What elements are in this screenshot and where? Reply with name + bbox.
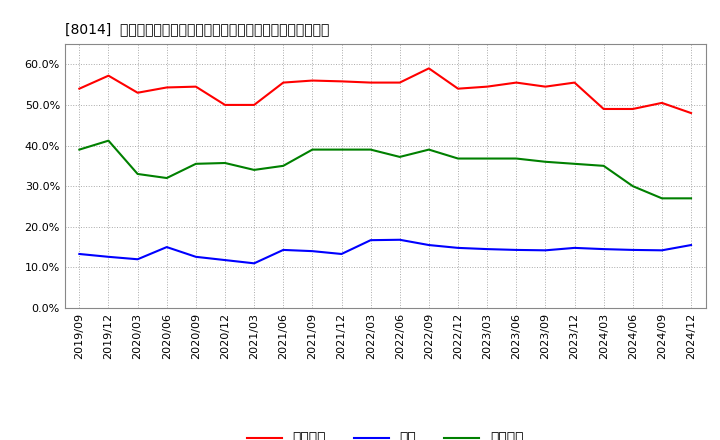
在庫 — [192, 254, 200, 260]
在庫 — [599, 246, 608, 252]
買入債務 — [75, 147, 84, 152]
在庫 — [657, 248, 666, 253]
買入債務 — [541, 159, 550, 165]
売上債権 — [570, 80, 579, 85]
買入債務 — [250, 167, 258, 172]
売上債権 — [512, 80, 521, 85]
売上債権 — [687, 110, 696, 116]
在庫 — [512, 247, 521, 253]
買入債務 — [512, 156, 521, 161]
買入債務 — [483, 156, 492, 161]
買入債務 — [133, 171, 142, 176]
売上債権 — [104, 73, 113, 78]
在庫 — [425, 242, 433, 248]
買入債務 — [308, 147, 317, 152]
在庫 — [337, 251, 346, 257]
買入債務 — [395, 154, 404, 160]
在庫 — [629, 247, 637, 253]
在庫 — [104, 254, 113, 260]
Line: 在庫: 在庫 — [79, 240, 691, 263]
在庫 — [75, 251, 84, 257]
売上債権 — [75, 86, 84, 92]
在庫 — [541, 248, 550, 253]
売上債権 — [366, 80, 375, 85]
在庫 — [687, 242, 696, 248]
在庫 — [483, 246, 492, 252]
売上債権 — [425, 66, 433, 71]
買入債務 — [599, 163, 608, 169]
売上債権 — [599, 106, 608, 112]
買入債務 — [366, 147, 375, 152]
買入債務 — [454, 156, 462, 161]
売上債権 — [279, 80, 287, 85]
買入債務 — [163, 176, 171, 181]
在庫 — [279, 247, 287, 253]
売上債権 — [220, 102, 229, 107]
売上債権 — [483, 84, 492, 89]
売上債権 — [629, 106, 637, 112]
買入債務 — [629, 183, 637, 189]
買入債務 — [687, 196, 696, 201]
Line: 買入債務: 買入債務 — [79, 141, 691, 198]
買入債務 — [570, 161, 579, 166]
買入債務 — [192, 161, 200, 166]
買入債務 — [279, 163, 287, 169]
買入債務 — [425, 147, 433, 152]
売上債権 — [395, 80, 404, 85]
Text: [8014]  売上債権、在庫、買入債務の総資産に対する比率の推移: [8014] 売上債権、在庫、買入債務の総資産に対する比率の推移 — [65, 22, 329, 36]
在庫 — [308, 249, 317, 254]
在庫 — [163, 245, 171, 250]
買入債務 — [657, 196, 666, 201]
在庫 — [454, 245, 462, 250]
買入債務 — [104, 138, 113, 143]
売上債権 — [308, 78, 317, 83]
在庫 — [366, 238, 375, 243]
Legend: 売上債権, 在庫, 買入債務: 売上債権, 在庫, 買入債務 — [241, 426, 529, 440]
在庫 — [133, 257, 142, 262]
買入債務 — [220, 160, 229, 165]
買入債務 — [337, 147, 346, 152]
在庫 — [220, 257, 229, 263]
売上債権 — [657, 100, 666, 106]
在庫 — [395, 237, 404, 242]
売上債権 — [250, 102, 258, 107]
売上債権 — [163, 85, 171, 90]
在庫 — [250, 260, 258, 266]
Line: 売上債権: 売上債権 — [79, 68, 691, 113]
売上債権 — [337, 79, 346, 84]
売上債権 — [133, 90, 142, 95]
売上債権 — [192, 84, 200, 89]
売上債権 — [454, 86, 462, 92]
在庫 — [570, 245, 579, 250]
売上債権 — [541, 84, 550, 89]
